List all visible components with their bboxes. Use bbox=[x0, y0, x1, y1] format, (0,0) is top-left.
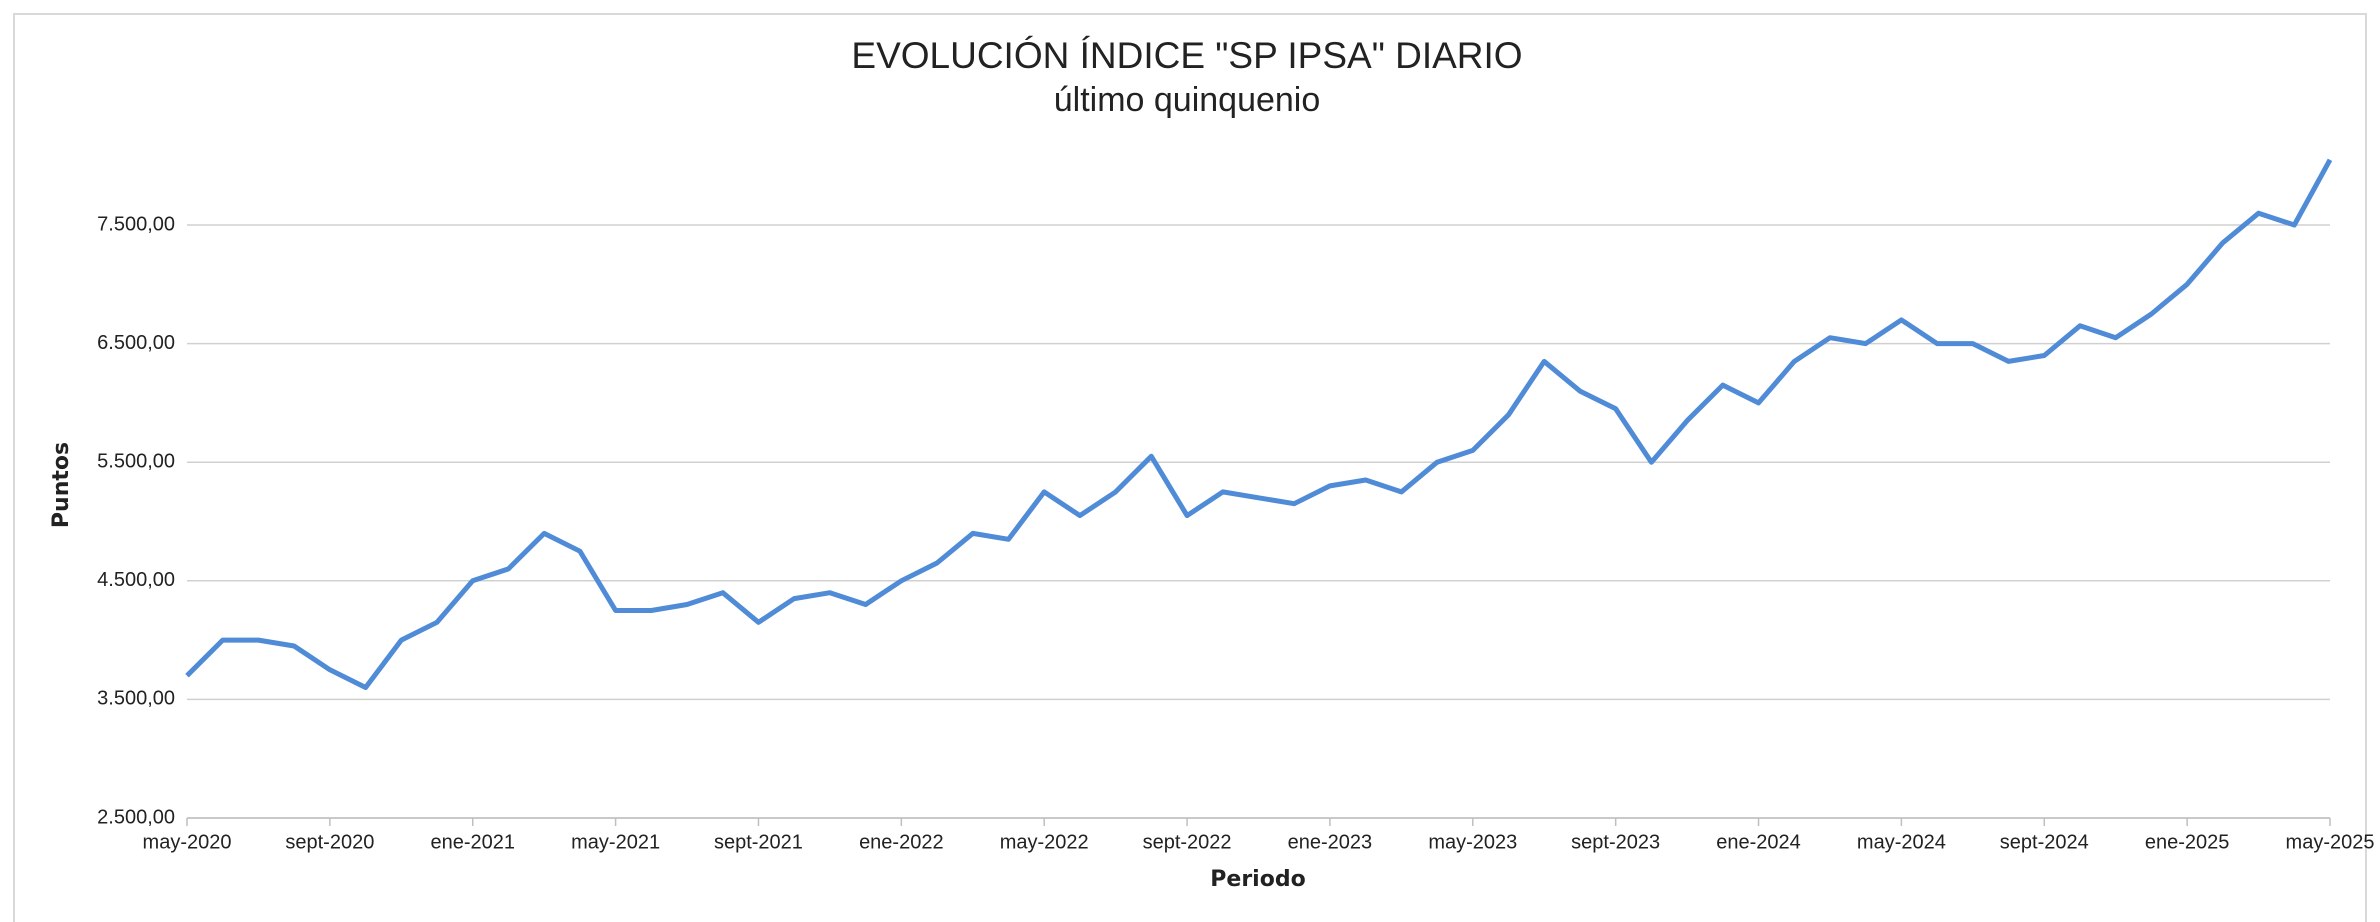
x-tick-label: may-2025 bbox=[2286, 831, 2375, 853]
y-tick-label: 2.500,00 bbox=[97, 806, 175, 828]
x-tick-label: ene-2024 bbox=[1716, 831, 1801, 853]
x-tick-label: sept-2024 bbox=[2000, 831, 2089, 853]
x-axis-title: Periodo bbox=[1210, 867, 1305, 892]
x-tick-label: may-2024 bbox=[1857, 831, 1946, 853]
y-tick-label: 4.500,00 bbox=[97, 569, 175, 591]
line-series bbox=[185, 158, 2333, 690]
chart-subtitle: último quinquenio bbox=[1054, 81, 1321, 119]
x-tick-label: sept-2022 bbox=[1143, 831, 1232, 853]
chart-frame bbox=[13, 13, 2367, 922]
x-tick-label: ene-2025 bbox=[2145, 831, 2230, 853]
x-tick-label: sept-2023 bbox=[1571, 831, 1660, 853]
y-axis-title: Puntos bbox=[49, 442, 74, 528]
x-tick-label: may-2022 bbox=[1000, 831, 1089, 853]
x-tick-label: sept-2021 bbox=[714, 831, 803, 853]
y-tick-label: 7.500,00 bbox=[97, 213, 175, 235]
y-tick-label: 5.500,00 bbox=[97, 450, 175, 472]
y-tick-label: 3.500,00 bbox=[97, 688, 175, 710]
y-tick-label: 6.500,00 bbox=[97, 332, 175, 354]
x-tick-label: ene-2022 bbox=[859, 831, 944, 853]
chart-title: EVOLUCIÓN ÍNDICE "SP IPSA" DIARIO bbox=[851, 35, 1522, 76]
x-tick-label: may-2021 bbox=[571, 831, 660, 853]
x-tick-label: may-2020 bbox=[143, 831, 232, 853]
x-tick-label: ene-2023 bbox=[1288, 831, 1373, 853]
x-tick-label: sept-2020 bbox=[285, 831, 374, 853]
x-tick-label: may-2023 bbox=[1428, 831, 1517, 853]
x-tick-label: ene-2021 bbox=[430, 831, 515, 853]
